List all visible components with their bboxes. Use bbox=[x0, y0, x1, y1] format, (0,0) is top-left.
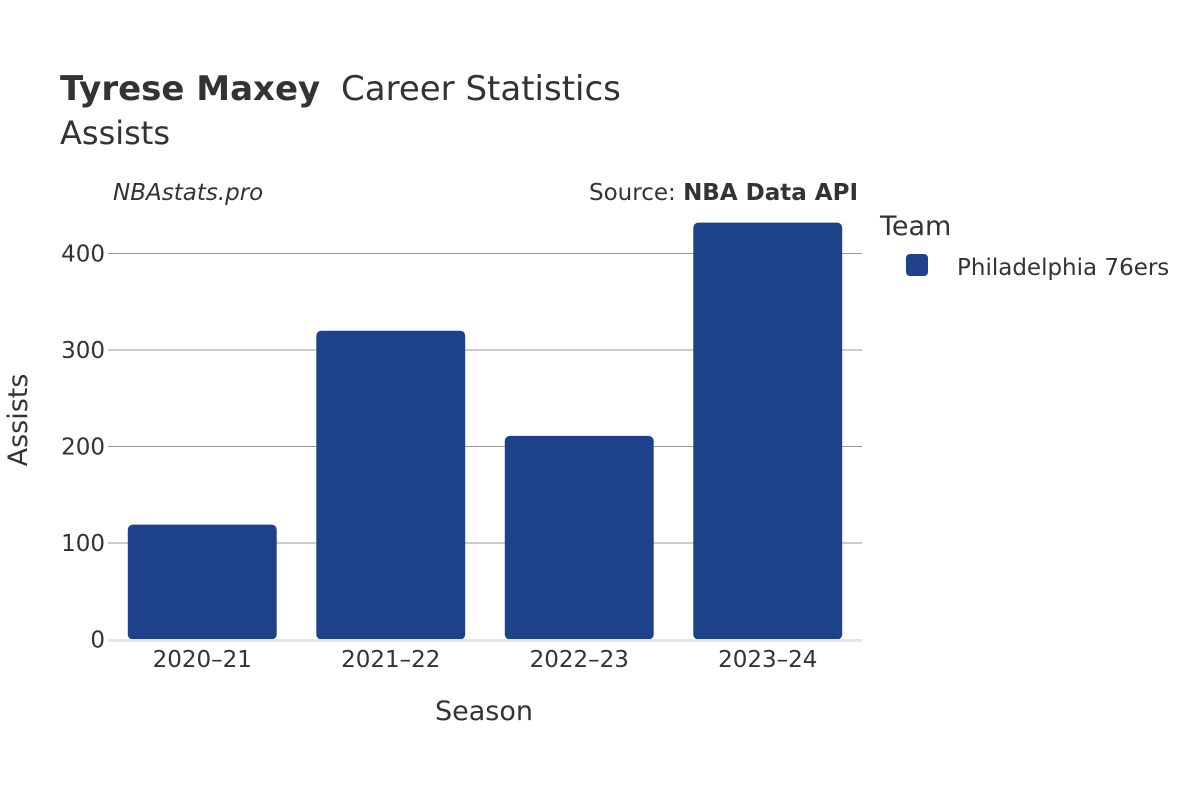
y-tick-label: 100 bbox=[61, 531, 105, 557]
title-rest: Career Statistics bbox=[341, 69, 621, 109]
x-tick-label: 2023–24 bbox=[718, 647, 817, 673]
bars bbox=[127, 222, 843, 640]
source-prefix: Source: bbox=[589, 180, 683, 206]
x-tick-label: 2020–21 bbox=[153, 647, 252, 673]
y-tick-label: 300 bbox=[61, 338, 105, 364]
legend-swatch bbox=[906, 254, 928, 276]
watermark: NBAstats.pro bbox=[113, 180, 263, 206]
bar-2020–21 bbox=[127, 524, 277, 640]
x-tick-label: 2022–23 bbox=[530, 647, 629, 673]
source-name: NBA Data API bbox=[683, 180, 858, 206]
player-name: Tyrese Maxey bbox=[60, 69, 320, 109]
y-tick-label: 0 bbox=[90, 628, 105, 654]
bar-2021–22 bbox=[316, 330, 466, 640]
x-tick-label: 2021–22 bbox=[341, 647, 440, 673]
y-axis-label: Assists bbox=[3, 374, 34, 467]
chart-subtitle: Assists bbox=[60, 114, 170, 152]
x-axis-ticks: 2020–21 2021–22 2022–23 2023–24 bbox=[153, 647, 818, 673]
legend-item-label: Philadelphia 76ers bbox=[957, 255, 1169, 281]
legend-title: Team bbox=[879, 211, 951, 242]
y-tick-label: 400 bbox=[61, 242, 105, 268]
x-axis-label: Season bbox=[435, 696, 533, 727]
bar-2023–24 bbox=[693, 222, 843, 640]
y-axis-ticks: 0 100 200 300 400 bbox=[61, 242, 105, 654]
chart-title: Tyrese Maxey Career Statistics bbox=[60, 69, 621, 109]
bar-2022–23 bbox=[504, 435, 654, 640]
source-note: Source: NBA Data API bbox=[589, 180, 858, 206]
y-tick-label: 200 bbox=[61, 435, 105, 461]
